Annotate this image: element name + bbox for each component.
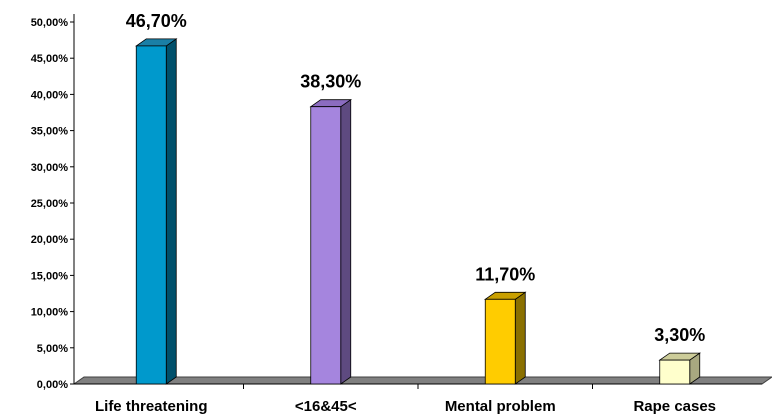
x-tick-label: Life threatening	[95, 398, 208, 415]
y-tick-label: 10,00%	[31, 307, 69, 319]
data-label: 11,70%	[475, 264, 535, 284]
y-tick-label: 0,00%	[37, 379, 68, 391]
x-tick-label: Rape cases	[633, 398, 716, 415]
bar-side	[340, 98, 352, 385]
bar	[310, 106, 342, 385]
y-tick-label: 20,00%	[31, 234, 69, 246]
y-tick-label: 5,00%	[37, 343, 68, 355]
bar	[659, 359, 691, 385]
x-tick-label: Mental problem	[445, 398, 556, 415]
y-tick-label: 45,00%	[31, 53, 69, 65]
data-label: 3,30%	[654, 325, 705, 345]
x-tick-label: <16&45<	[295, 398, 357, 415]
y-tick-label: 50,00%	[31, 17, 69, 29]
data-label: 38,30%	[300, 72, 361, 92]
bar	[135, 45, 167, 385]
bar-side	[165, 38, 177, 385]
data-label: 46,70%	[126, 11, 187, 31]
y-tick-label: 30,00%	[31, 162, 69, 174]
y-tick-label: 35,00%	[31, 126, 69, 138]
y-tick-label: 25,00%	[31, 198, 69, 210]
y-tick-label: 15,00%	[31, 270, 69, 282]
y-tick-label: 40,00%	[31, 89, 69, 101]
bar	[484, 298, 516, 385]
bar-side	[514, 291, 526, 385]
